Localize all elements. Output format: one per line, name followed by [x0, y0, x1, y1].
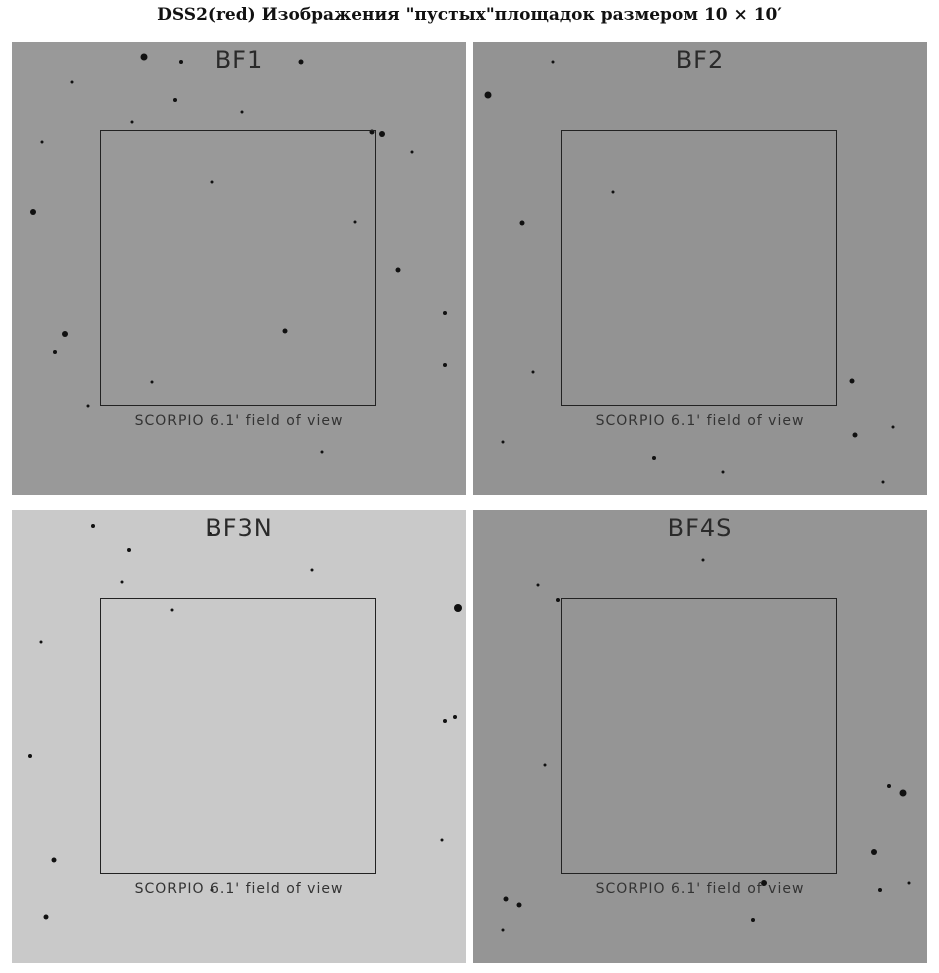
sky-image-bf4s: BF4S SCORPIO 6.1' field of view: [473, 510, 927, 963]
star-field: [501, 558, 911, 932]
star: [240, 110, 244, 114]
fov-box: [561, 598, 837, 874]
star: [721, 470, 725, 474]
star: [210, 888, 214, 892]
fov-box: [561, 130, 837, 406]
star: [395, 267, 401, 273]
star: [28, 754, 32, 758]
star: [130, 120, 134, 124]
star: [761, 880, 767, 886]
star: [30, 209, 36, 215]
star: [62, 331, 68, 337]
star: [881, 480, 885, 484]
fov-label: SCORPIO 6.1' field of view: [595, 881, 805, 897]
sky-image-bf2: BF2 SCORPIO 6.1' field of view: [473, 42, 927, 495]
star-field: [28, 524, 462, 920]
star: [887, 784, 891, 788]
star: [410, 150, 414, 154]
star: [210, 180, 214, 184]
star: [536, 583, 540, 587]
star: [310, 568, 314, 572]
panel-label: BF4S: [667, 514, 733, 542]
star: [70, 80, 74, 84]
star: [551, 60, 555, 64]
star: [140, 53, 148, 61]
star: [43, 914, 49, 920]
star: [701, 558, 705, 562]
star: [150, 380, 154, 384]
star: [208, 532, 212, 536]
fov-box: [100, 598, 376, 874]
star: [849, 378, 855, 384]
star: [127, 548, 131, 552]
star: [298, 59, 304, 65]
star: [453, 715, 457, 719]
star: [120, 580, 124, 584]
star: [379, 131, 385, 137]
star: [91, 524, 95, 528]
star: [899, 789, 907, 797]
fov-label: SCORPIO 6.1' field of view: [134, 881, 344, 897]
star: [852, 432, 858, 438]
star: [282, 328, 288, 334]
sky-image-bf1: BF1 SCORPIO 6.1' field of view: [12, 42, 466, 495]
star: [611, 190, 615, 194]
star: [519, 220, 525, 226]
panel-label: BF2: [675, 46, 725, 74]
star: [652, 456, 656, 460]
star: [443, 719, 447, 723]
star: [556, 598, 560, 602]
star: [40, 140, 44, 144]
star: [443, 311, 447, 315]
star: [751, 918, 755, 922]
star: [51, 857, 57, 863]
star: [878, 888, 882, 892]
star: [501, 928, 505, 932]
star: [516, 902, 522, 908]
star: [170, 608, 174, 612]
star: [484, 91, 492, 99]
star: [320, 450, 324, 454]
star: [871, 849, 877, 855]
sky-image-bf3n: BF3N SCORPIO 6.1' field of view: [12, 510, 466, 963]
fov-label: SCORPIO 6.1' field of view: [595, 413, 805, 429]
star: [501, 440, 505, 444]
fov-label: SCORPIO 6.1' field of view: [134, 413, 344, 429]
fov-box: [100, 130, 376, 406]
star: [907, 881, 911, 885]
star: [86, 404, 90, 408]
star: [179, 60, 183, 64]
star: [53, 350, 57, 354]
figure-title: DSS2(red) Изображения "пустых"площадок р…: [157, 5, 782, 25]
panel-label: BF1: [214, 46, 264, 74]
star: [440, 838, 444, 842]
star: [353, 220, 357, 224]
star: [443, 363, 447, 367]
panel-label: BF3N: [205, 514, 273, 542]
star: [454, 604, 462, 612]
star-field: [30, 53, 447, 454]
star: [543, 763, 547, 767]
star: [503, 896, 509, 902]
star: [531, 370, 535, 374]
star: [39, 640, 43, 644]
star-field: [484, 60, 895, 484]
star: [173, 98, 177, 102]
star: [891, 425, 895, 429]
